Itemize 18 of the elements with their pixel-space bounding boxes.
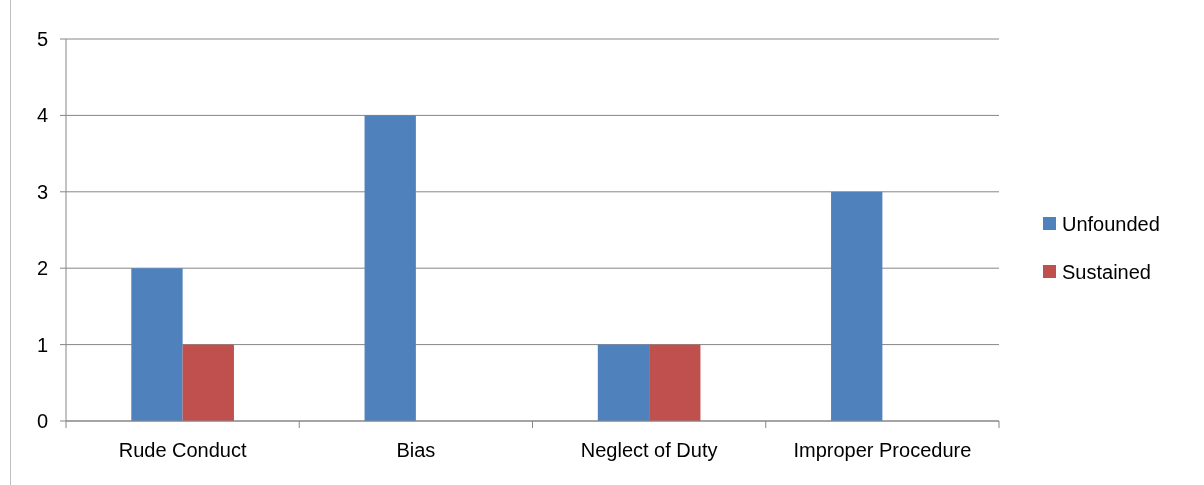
y-tick-label: 0 bbox=[36, 410, 48, 432]
bar bbox=[597, 344, 650, 421]
bar bbox=[131, 268, 183, 421]
x-tick-label: Neglect of Duty bbox=[580, 439, 718, 461]
x-tick-label: Improper Procedure bbox=[793, 439, 972, 461]
x-tick-label: Rude Conduct bbox=[118, 439, 247, 461]
y-tick-label: 4 bbox=[36, 104, 48, 127]
bar bbox=[831, 191, 883, 421]
y-tick-label: 5 bbox=[36, 28, 48, 50]
bar bbox=[649, 344, 701, 421]
y-tick-label: 2 bbox=[36, 257, 48, 280]
bar bbox=[364, 115, 416, 421]
legend-label: Sustained bbox=[1062, 261, 1151, 283]
bar bbox=[182, 344, 234, 421]
y-tick-label: 1 bbox=[36, 333, 48, 356]
y-tick-label: 3 bbox=[36, 180, 48, 203]
x-tick-label: Bias bbox=[396, 439, 436, 461]
legend-label: Unfounded bbox=[1062, 213, 1160, 235]
